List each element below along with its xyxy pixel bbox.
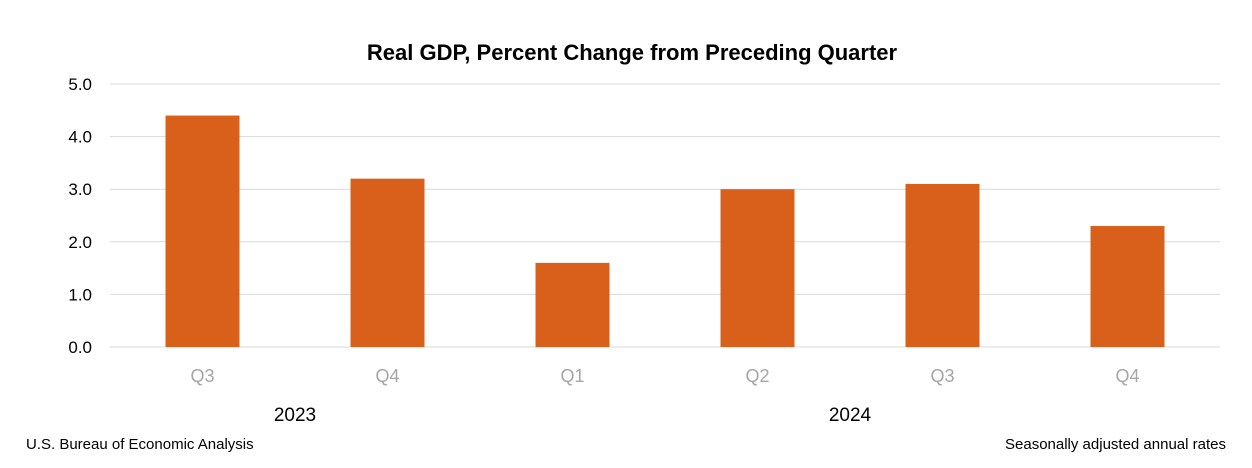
bar [535, 262, 610, 347]
bar [905, 183, 980, 347]
rate-note: Seasonally adjusted annual rates [1005, 436, 1226, 453]
x-tick-label: Q2 [745, 366, 769, 386]
bar [1090, 226, 1165, 347]
y-tick-label: 3.0 [68, 180, 92, 199]
source-note: U.S. Bureau of Economic Analysis [26, 436, 254, 453]
year-group-labels: 2023 2024 [274, 405, 872, 426]
x-tick-label: Q4 [375, 366, 399, 386]
bars [165, 115, 1165, 347]
y-axis-ticks: 0.0 1.0 2.0 3.0 4.0 5.0 [68, 75, 92, 357]
x-tick-label: Q1 [560, 366, 584, 386]
x-axis-ticks: Q3 Q4 Q1 Q2 Q3 Q4 [190, 366, 1139, 386]
y-tick-label: 4.0 [68, 128, 92, 147]
x-tick-label: Q3 [930, 366, 954, 386]
bar [720, 189, 795, 347]
y-tick-label: 5.0 [68, 75, 92, 94]
gridlines [110, 83, 1220, 348]
x-tick-label: Q3 [190, 366, 214, 386]
y-tick-label: 2.0 [68, 233, 92, 252]
bar [165, 115, 240, 347]
y-tick-label: 1.0 [68, 285, 92, 304]
x-tick-label: Q4 [1115, 366, 1139, 386]
y-tick-label: 0.0 [68, 338, 92, 357]
year-group-label: 2024 [829, 405, 872, 426]
year-group-label: 2023 [274, 405, 316, 426]
bar [350, 178, 425, 347]
chart-title: Real GDP, Percent Change from Preceding … [367, 40, 898, 65]
